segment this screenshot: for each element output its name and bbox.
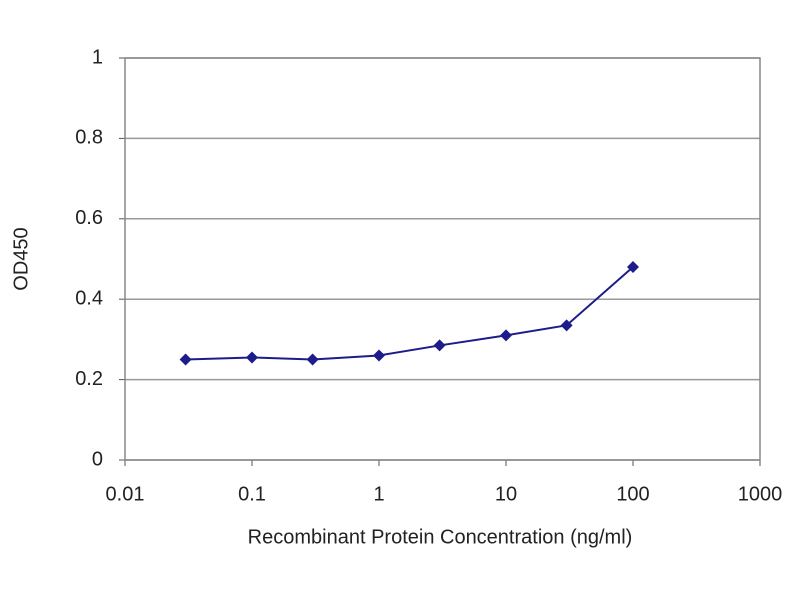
x-tick-label: 1: [373, 483, 384, 505]
data-point: [560, 319, 573, 332]
x-tick-label: 1000: [738, 483, 783, 505]
y-axis-label: OD450: [10, 227, 32, 290]
data-point: [306, 353, 319, 366]
x-axis-label: Recombinant Protein Concentration (ng/ml…: [248, 526, 633, 548]
data-point: [179, 353, 192, 366]
y-tick-label: 0.2: [75, 368, 103, 390]
x-tick-label: 100: [616, 483, 649, 505]
data-point: [500, 329, 512, 342]
data-line: [185, 266, 634, 361]
y-tick-label: 1: [92, 46, 103, 68]
y-tick-label: 0.6: [75, 207, 103, 229]
x-tick-label: 0.01: [106, 483, 145, 505]
y-tick-label: 0.4: [75, 287, 103, 309]
data-point: [627, 261, 639, 274]
x-tick-label: 0.1: [238, 483, 266, 505]
data-point: [246, 351, 258, 364]
x-tick-label: 10: [495, 483, 517, 505]
data-point: [433, 339, 446, 352]
plot-frame: [124, 57, 761, 461]
y-tick-label: 0.8: [75, 127, 103, 149]
data-point: [373, 349, 385, 362]
y-tick-label: 0: [92, 448, 103, 470]
